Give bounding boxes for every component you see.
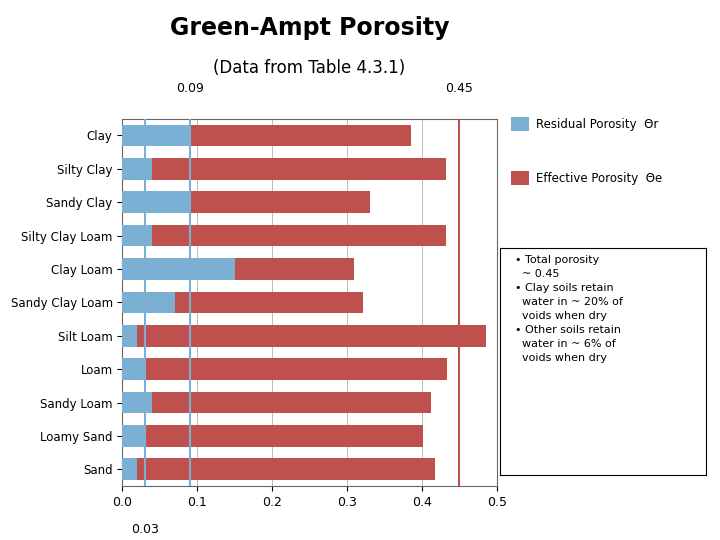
Bar bbox=[122, 425, 423, 447]
Bar bbox=[122, 392, 153, 414]
Bar bbox=[122, 458, 138, 480]
Bar bbox=[122, 392, 431, 414]
Bar bbox=[122, 225, 153, 246]
Text: (Data from Table 4.3.1): (Data from Table 4.3.1) bbox=[213, 59, 406, 77]
Bar bbox=[122, 359, 145, 380]
Bar bbox=[122, 425, 145, 447]
Bar bbox=[122, 158, 153, 180]
Bar bbox=[122, 191, 369, 213]
Bar bbox=[122, 225, 446, 246]
Bar bbox=[122, 258, 235, 280]
Text: Effective Porosity  Θe: Effective Porosity Θe bbox=[536, 172, 662, 185]
Bar bbox=[122, 325, 486, 347]
Bar bbox=[122, 258, 354, 280]
Bar bbox=[122, 359, 447, 380]
Bar bbox=[122, 191, 190, 213]
Text: 0.45: 0.45 bbox=[446, 83, 473, 96]
Bar bbox=[122, 292, 175, 313]
Text: Residual Porosity  Θr: Residual Porosity Θr bbox=[536, 118, 659, 131]
Text: Green-Ampt Porosity: Green-Ampt Porosity bbox=[170, 16, 449, 40]
Text: 0.03: 0.03 bbox=[131, 523, 159, 536]
Text: 0.09: 0.09 bbox=[176, 83, 204, 96]
Bar bbox=[122, 125, 190, 146]
Bar bbox=[122, 458, 435, 480]
Text: • Total porosity
  ~ 0.45
• Clay soils retain
  water in ~ 20% of
  voids when d: • Total porosity ~ 0.45 • Clay soils ret… bbox=[515, 255, 623, 363]
Bar bbox=[122, 292, 363, 313]
Bar bbox=[122, 158, 446, 180]
Bar bbox=[122, 125, 410, 146]
Bar bbox=[122, 325, 138, 347]
